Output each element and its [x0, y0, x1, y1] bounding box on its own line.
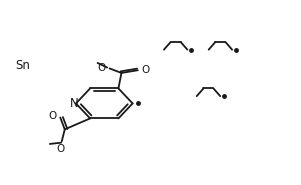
Text: O: O: [48, 111, 57, 121]
Text: O: O: [56, 144, 64, 154]
Text: O: O: [141, 65, 150, 75]
Text: O: O: [98, 63, 106, 73]
Text: N: N: [70, 97, 79, 110]
Text: Sn: Sn: [15, 59, 30, 72]
